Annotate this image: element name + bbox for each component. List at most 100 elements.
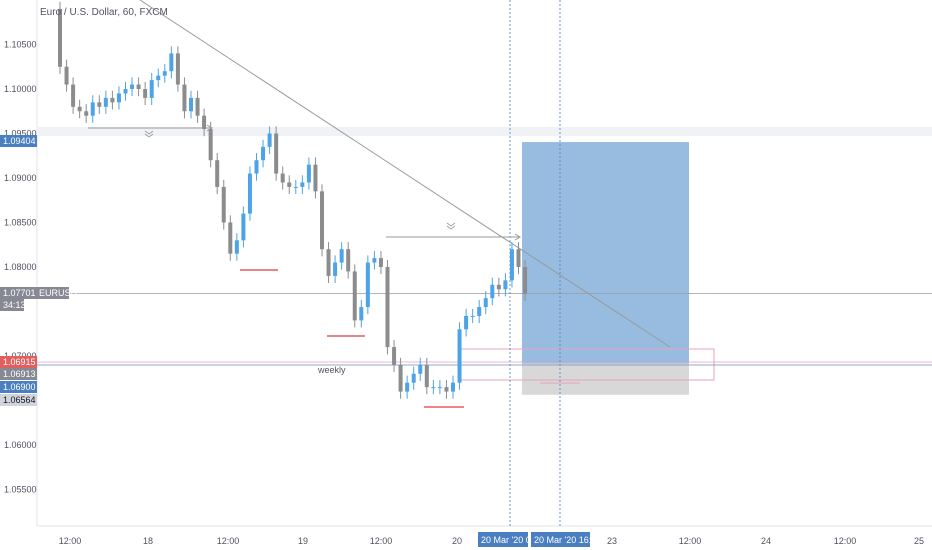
candle xyxy=(392,339,397,373)
candle-body xyxy=(64,66,69,85)
candle-body xyxy=(84,111,89,116)
candle-body xyxy=(378,258,383,267)
candle-body xyxy=(490,284,495,299)
candle-body xyxy=(103,97,108,107)
date-badge-label: 20 Mar '20 08: xyxy=(481,535,538,545)
candle-body xyxy=(359,307,364,321)
candle-body xyxy=(306,164,311,183)
candle-body xyxy=(189,97,193,112)
candle-body xyxy=(405,382,410,392)
candle xyxy=(267,126,272,154)
candle xyxy=(103,90,108,114)
candle-body xyxy=(90,102,95,116)
price-tick-label: 1.05500 xyxy=(4,485,37,495)
candle xyxy=(437,380,442,395)
price-tick-label: 1.08000 xyxy=(4,262,37,272)
candle-body xyxy=(418,364,423,374)
candle-body xyxy=(274,133,279,174)
candle xyxy=(77,99,82,119)
time-tick-label: 12:00 xyxy=(59,536,82,546)
candle-body xyxy=(116,93,121,103)
symbol-badge xyxy=(37,287,69,299)
countdown-label: 34:13 xyxy=(3,300,26,310)
candle-body xyxy=(477,307,482,316)
candle xyxy=(431,380,436,395)
price-badge xyxy=(0,287,37,299)
drawing-lines: weekly xyxy=(37,0,932,526)
candle xyxy=(385,259,390,355)
candle xyxy=(464,308,469,337)
price-tick-label: 1.09000 xyxy=(4,173,37,183)
price-badge-label: 1.09404 xyxy=(3,136,36,146)
candle xyxy=(241,206,246,248)
candle xyxy=(143,81,148,106)
candle-body xyxy=(169,53,174,72)
trendline xyxy=(139,0,671,348)
candle-body xyxy=(503,280,508,290)
candle-body xyxy=(451,382,455,392)
candle xyxy=(333,255,338,284)
candle xyxy=(64,59,69,92)
candle-body xyxy=(365,262,370,308)
date-badge-label: 20 Mar '20 16:00 xyxy=(534,535,601,545)
candle xyxy=(444,380,449,399)
candle xyxy=(123,81,128,101)
candle xyxy=(182,77,187,119)
candle xyxy=(175,46,180,92)
time-tick-label: 23 xyxy=(607,536,617,546)
price-tick-label: 1.10000 xyxy=(4,84,37,94)
candle xyxy=(300,175,305,195)
candle-body xyxy=(464,315,469,330)
candle-body xyxy=(58,8,62,67)
candle xyxy=(130,77,135,97)
price-badge-label: 1.06900 xyxy=(3,382,36,392)
candle xyxy=(58,1,62,74)
time-tick-label: 20 xyxy=(452,536,462,546)
candle-body xyxy=(261,146,266,161)
candle xyxy=(470,308,475,324)
candle-body xyxy=(352,271,357,321)
candle xyxy=(346,242,351,279)
candle-body xyxy=(385,267,390,348)
price-tick-label: 1.09500 xyxy=(4,129,37,139)
candle-body xyxy=(437,387,442,389)
candle xyxy=(287,175,292,195)
time-tick-label: 12:00 xyxy=(217,536,240,546)
candle xyxy=(372,250,377,270)
candle-body xyxy=(372,258,377,263)
candle-body xyxy=(339,249,344,263)
candle-body xyxy=(267,133,272,147)
price-axis: 1.10500 1.10000 1.09500 1.09000 1.08500 1.080… xyxy=(4,40,37,495)
candle xyxy=(365,255,370,315)
position-zones xyxy=(457,142,715,395)
candle-body xyxy=(470,315,475,317)
candle xyxy=(228,215,233,261)
candle xyxy=(490,277,495,306)
range-arrow-2-head xyxy=(514,233,521,241)
symbol-badge-label: EURUSD xyxy=(39,288,78,298)
candle-body xyxy=(254,160,259,174)
price-badge-label: 1.06913 xyxy=(3,369,36,379)
candle xyxy=(215,153,220,195)
candle-body xyxy=(195,97,200,116)
candle-body xyxy=(444,387,449,392)
candle-body xyxy=(280,173,285,183)
chevron-down-icon xyxy=(144,130,154,138)
price-tick-label: 1.10500 xyxy=(4,40,37,50)
candle-body xyxy=(326,249,331,276)
candle-body xyxy=(130,84,135,89)
price-badge-label: 1.06915 xyxy=(3,357,36,367)
candle xyxy=(477,299,482,324)
time-tick-label: 12:00 xyxy=(679,536,702,546)
candle-body xyxy=(175,53,180,85)
candles-layer xyxy=(58,1,528,399)
candle-body xyxy=(234,240,239,254)
candle-body xyxy=(156,75,161,81)
candle xyxy=(405,375,410,399)
candle xyxy=(202,108,207,137)
chevron-down-icon xyxy=(446,222,456,230)
candle-body xyxy=(431,387,436,389)
candle-body xyxy=(320,191,324,250)
candle xyxy=(261,139,266,168)
